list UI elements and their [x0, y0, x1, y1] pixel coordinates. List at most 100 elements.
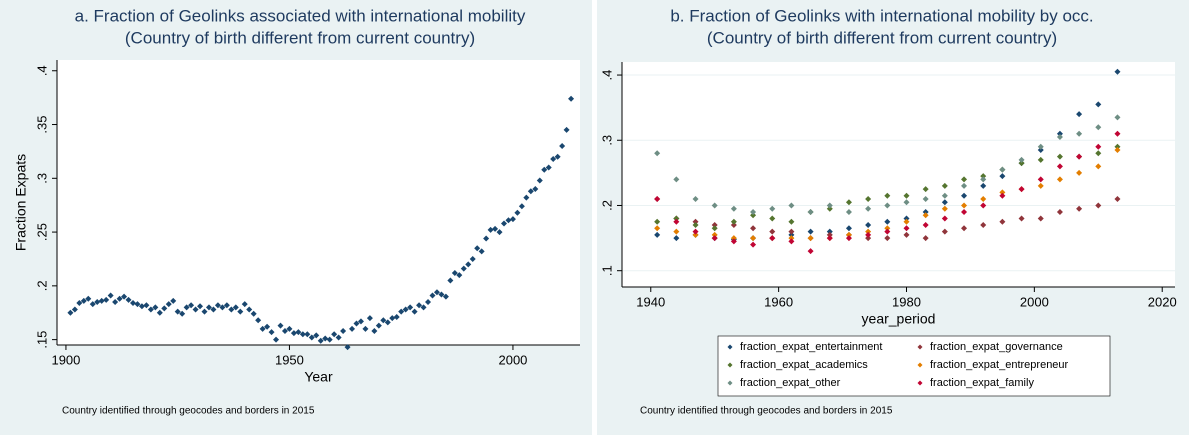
data-point [999, 166, 1006, 173]
data-point [673, 228, 680, 235]
data-point [214, 302, 221, 309]
data-point [941, 199, 948, 206]
legend-marker [917, 344, 923, 350]
data-point [980, 182, 987, 189]
x-tick-label: 1940 [636, 294, 665, 309]
data-point [750, 241, 757, 248]
data-point [865, 205, 872, 212]
y-tick-label: .25 [34, 223, 49, 241]
data-point [411, 308, 418, 315]
y-tick-label: .3 [599, 135, 614, 146]
y-tick-label: .1 [599, 265, 614, 276]
data-point [210, 306, 217, 313]
y-axis-label: Fraction Expats [13, 154, 29, 251]
data-point [478, 248, 485, 255]
data-point [788, 218, 795, 225]
data-point [980, 202, 987, 209]
data-point [1076, 153, 1083, 160]
data-point [223, 302, 230, 309]
data-point [563, 126, 570, 133]
data-point [371, 328, 378, 335]
data-point [183, 304, 190, 311]
data-point [711, 225, 718, 232]
data-point [865, 231, 872, 238]
data-point [67, 309, 74, 316]
data-point [1018, 156, 1025, 163]
note: Country identified through geocodes and … [640, 406, 893, 417]
data-point [1037, 143, 1044, 150]
data-point [143, 302, 150, 309]
data-point [922, 212, 929, 219]
data-point [487, 226, 494, 233]
data-point [273, 336, 280, 343]
data-point [1037, 147, 1044, 154]
data-point [277, 322, 284, 329]
data-point [112, 298, 119, 305]
data-point [826, 231, 833, 238]
data-point [384, 319, 391, 326]
data-point [673, 235, 680, 242]
data-point [518, 203, 525, 210]
data-point [845, 231, 852, 238]
data-point [884, 235, 891, 242]
data-point [545, 164, 552, 171]
x-tick-label: 2020 [1148, 294, 1177, 309]
data-point [103, 296, 110, 303]
data-point [826, 235, 833, 242]
legend-label: fraction_expat_entertainment [740, 341, 882, 353]
data-point [116, 295, 123, 302]
data-point [730, 238, 737, 245]
data-point [237, 308, 244, 315]
data-point [362, 325, 369, 332]
data-point [673, 176, 680, 183]
note: Country identified through geocodes and … [62, 406, 315, 417]
data-point [769, 235, 776, 242]
data-point [179, 310, 186, 317]
data-point [654, 231, 661, 238]
data-point [884, 218, 891, 225]
data-point [711, 222, 718, 229]
x-tick-label: 2000 [1020, 294, 1049, 309]
data-point [1114, 147, 1121, 154]
data-point [121, 293, 128, 300]
data-point [259, 325, 266, 332]
data-point [125, 296, 132, 303]
data-point [349, 325, 356, 332]
data-point [730, 235, 737, 242]
data-point [1076, 205, 1083, 212]
data-point [80, 297, 87, 304]
data-point [711, 231, 718, 238]
data-point [1114, 143, 1121, 150]
data-point [980, 173, 987, 180]
data-point [903, 215, 910, 222]
data-point [85, 295, 92, 302]
plot-area [622, 62, 1175, 287]
data-point [903, 231, 910, 238]
chart-subtitle: (Country of birth different from current… [707, 28, 1057, 47]
x-tick-label: 2000 [498, 352, 527, 367]
data-point [501, 220, 508, 227]
data-point [174, 308, 181, 315]
y-tick-label: .15 [34, 331, 49, 349]
data-point [654, 225, 661, 232]
data-point [845, 199, 852, 206]
data-point [241, 301, 248, 308]
data-point [1037, 182, 1044, 189]
data-point [1037, 176, 1044, 183]
data-point [865, 228, 872, 235]
data-point [496, 229, 503, 236]
data-point [250, 310, 257, 317]
data-point [393, 314, 400, 321]
data-point [523, 194, 530, 201]
data-point [460, 265, 467, 272]
data-point [730, 205, 737, 212]
data-point [980, 222, 987, 229]
data-point [492, 225, 499, 232]
data-point [884, 202, 891, 209]
data-point [170, 297, 177, 304]
data-point [903, 192, 910, 199]
data-point [788, 235, 795, 242]
data-point [961, 209, 968, 215]
data-point [532, 186, 539, 193]
data-point [1037, 156, 1044, 163]
